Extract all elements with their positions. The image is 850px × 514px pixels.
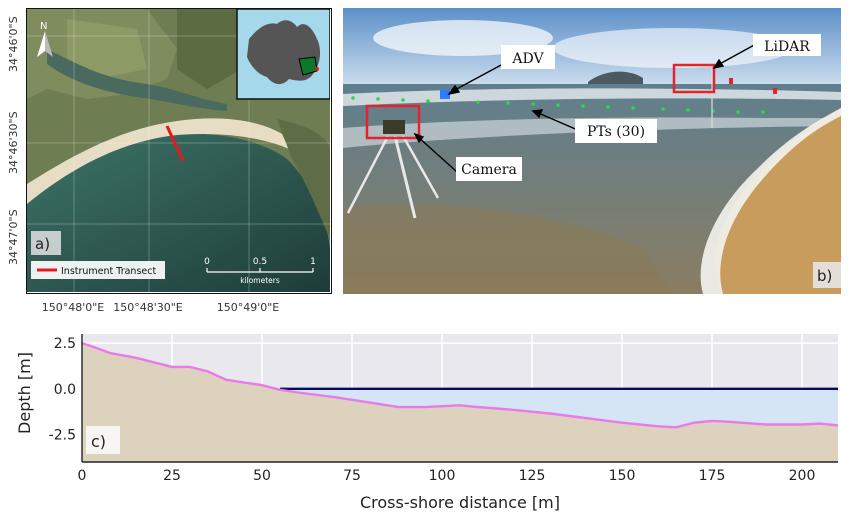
lon-label: 150°48'30"E <box>113 301 183 314</box>
bathymetry-line <box>81 341 839 429</box>
beach <box>27 118 289 204</box>
x-tick-labels: 0 25 50 75 100 125 150 175 200 <box>78 468 816 484</box>
distant-headland <box>588 71 643 84</box>
svg-text:0.5: 0.5 <box>253 257 267 267</box>
dry-sand <box>715 108 841 294</box>
profile-chart: 0 25 50 75 100 125 150 175 200 2.5 0.0 -2.5 Cross-… <box>15 334 839 512</box>
y-tick-label: -2.5 <box>49 428 76 444</box>
adv-sensor <box>440 90 450 99</box>
longitude-labels: 150°48'0"E 150°48'30"E 150°49'0"E <box>42 301 280 314</box>
x-tick-label: 25 <box>163 468 181 484</box>
profile-chart-panel: 0 25 50 75 100 125 150 175 200 2.5 0.0 -2.5 Cross-… <box>0 326 850 514</box>
adv-callout: ADV <box>501 45 555 69</box>
ocean <box>27 133 330 292</box>
x-tick-label: 175 <box>699 468 726 484</box>
y-tick-label: 0.0 <box>54 382 76 398</box>
camera-box <box>365 104 421 140</box>
svg-text:0: 0 <box>204 257 210 267</box>
headland <box>277 119 330 239</box>
field-photo: ADV LiDAR PTs (30) Camera b) <box>343 8 841 294</box>
x-tick-label: 100 <box>429 468 456 484</box>
estuary <box>47 49 227 111</box>
svg-text:1: 1 <box>310 257 316 267</box>
lat-label: 34°47'0"S <box>7 209 20 265</box>
north-label: N <box>40 21 47 32</box>
pts-callout: PTs (30) <box>575 119 657 143</box>
north-arrow-icon: N <box>37 21 53 57</box>
map-panel: N a) Instrument Transect 0 0.5 1 <box>26 8 332 294</box>
map-legend: Instrument Transect <box>31 261 165 279</box>
satellite-map: N a) Instrument Transect 0 0.5 1 <box>27 9 330 292</box>
annotation-arrows <box>413 43 757 173</box>
lat-label: 34°46'30"S <box>7 111 20 174</box>
lon-label: 150°48'0"E <box>42 301 105 314</box>
panel-a-tag: a) <box>31 231 61 255</box>
x-tick-label: 50 <box>253 468 271 484</box>
lidar-label: LiDAR <box>764 39 810 55</box>
svg-text:kilometers: kilometers <box>240 276 280 285</box>
x-axis-label: Cross-shore distance [m] <box>360 493 560 512</box>
instrument-transect <box>165 125 185 162</box>
lat-label: 34°46'0"S <box>7 16 20 72</box>
x-tick-label: 125 <box>519 468 546 484</box>
field-photo-panel: ADV LiDAR PTs (30) Camera b) <box>343 8 841 294</box>
axes <box>81 334 838 463</box>
x-tick-label: 0 <box>78 468 87 484</box>
latitude-labels: 34°46'0"S 34°46'30"S 34°47'0"S <box>7 16 20 265</box>
x-tick-label: 150 <box>609 468 636 484</box>
scale-bar: 0 0.5 1 kilometers <box>204 257 316 285</box>
svg-text:a): a) <box>35 235 50 253</box>
x-tick-label: 200 <box>789 468 816 484</box>
pt-sensor-dots <box>351 96 765 114</box>
lidar-callout: LiDAR <box>753 34 821 56</box>
pts-label: PTs (30) <box>587 124 645 140</box>
lidar-box <box>672 63 716 94</box>
water-area <box>280 388 838 428</box>
sand-area <box>82 343 838 462</box>
legend-label: Instrument Transect <box>61 266 156 277</box>
svg-text:c): c) <box>91 432 106 451</box>
panel-b-tag: b) <box>813 262 841 288</box>
y-tick-label: 2.5 <box>54 336 76 352</box>
panel-c-tag: c) <box>86 426 120 454</box>
lon-label: 150°49'0"E <box>217 301 280 314</box>
y-tick-labels: 2.5 0.0 -2.5 <box>49 336 76 443</box>
adv-label: ADV <box>511 51 544 67</box>
inset-map <box>236 9 330 100</box>
camera-callout: Camera <box>456 157 522 181</box>
x-tick-label: 75 <box>343 468 361 484</box>
svg-text:b): b) <box>817 267 832 285</box>
camera-tripod <box>346 120 440 219</box>
camera-label: Camera <box>461 162 517 178</box>
y-axis-label: Depth [m] <box>15 352 34 434</box>
